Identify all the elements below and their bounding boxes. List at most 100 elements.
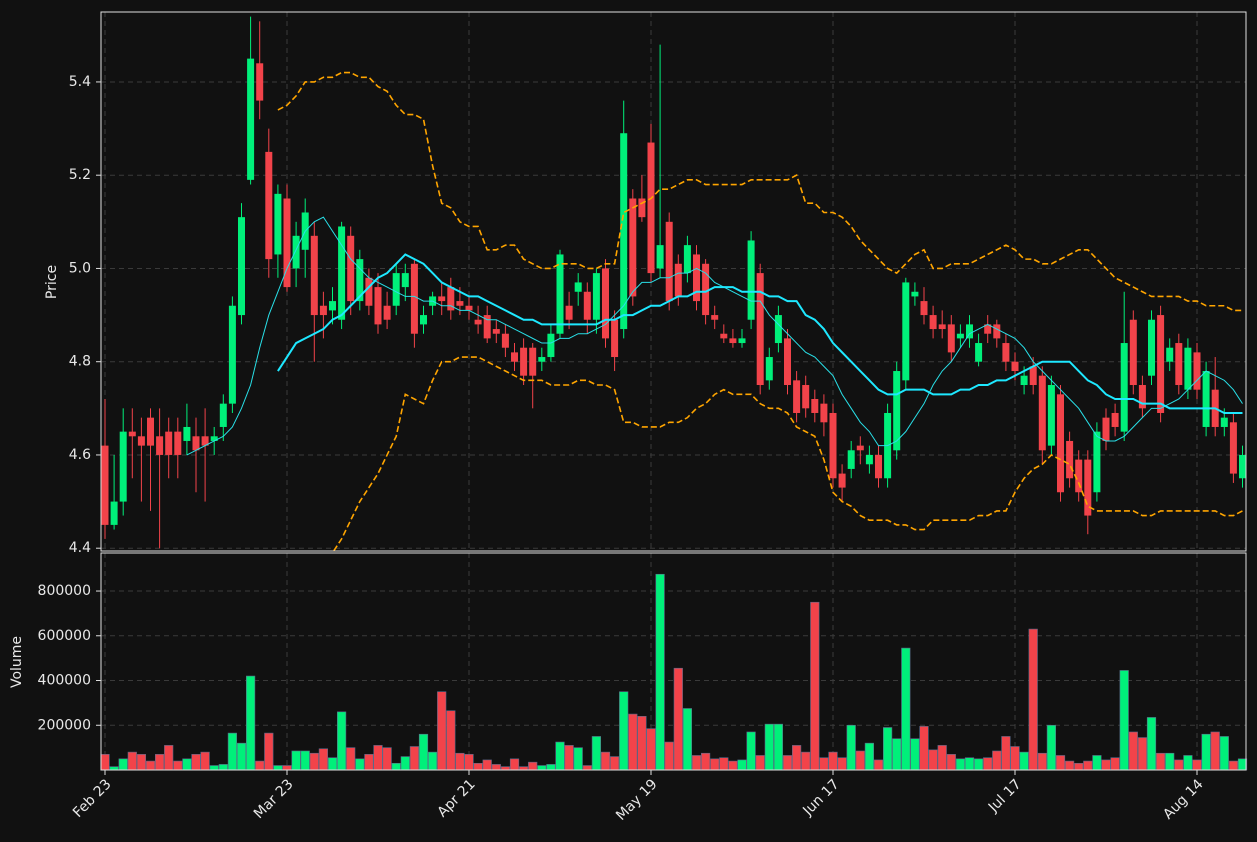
candle-body xyxy=(802,385,810,409)
candle-body xyxy=(511,352,518,362)
candle-body xyxy=(720,333,728,339)
volume-bar xyxy=(1046,724,1056,771)
volume-bar xyxy=(218,764,228,771)
candle-body xyxy=(219,403,227,427)
volume-bar xyxy=(327,757,338,771)
volume-bar xyxy=(782,755,793,771)
candle-body xyxy=(711,315,719,320)
candle-body xyxy=(1239,454,1246,479)
candle-body xyxy=(401,273,409,288)
volume-bar xyxy=(673,667,683,771)
candle-body xyxy=(811,398,819,413)
volume-bar xyxy=(973,758,984,771)
volume-bar xyxy=(1101,759,1111,771)
candle-body xyxy=(984,324,992,334)
candle-body xyxy=(829,412,837,479)
volume-bar xyxy=(746,731,756,771)
volume-bar xyxy=(255,760,265,771)
volume-bar xyxy=(1019,751,1029,771)
volume-bar xyxy=(1128,731,1138,771)
candle-body xyxy=(847,450,855,469)
volume-bar xyxy=(710,758,720,771)
candle-body xyxy=(838,473,846,488)
candle-body xyxy=(492,329,500,334)
candle-body xyxy=(420,315,427,325)
candle-body xyxy=(993,324,1001,339)
candle-body xyxy=(183,426,191,441)
volume-bar xyxy=(446,710,456,771)
volume-bar xyxy=(1083,760,1093,771)
volume-bar xyxy=(719,757,729,771)
volume-bar xyxy=(427,751,438,771)
candle-body xyxy=(447,287,455,311)
volume-bar xyxy=(127,751,137,771)
volume-bar xyxy=(928,749,938,771)
volume-bar xyxy=(209,765,219,771)
volume-bar xyxy=(646,728,656,771)
volume-bar xyxy=(1074,762,1084,771)
candle-body xyxy=(110,501,118,525)
candle-body xyxy=(902,282,910,381)
volume-bar xyxy=(655,573,665,771)
overlay-line xyxy=(186,216,1243,456)
candle-body xyxy=(174,431,182,455)
volume-bar xyxy=(1137,737,1147,771)
volume-bar xyxy=(482,759,492,771)
volume-bar xyxy=(1065,760,1075,771)
candle-body xyxy=(347,235,355,302)
candle-body xyxy=(1202,371,1210,427)
candle-body xyxy=(392,273,400,306)
overlay-line xyxy=(332,356,1243,551)
volume-bar xyxy=(473,762,483,771)
volume-bar xyxy=(418,733,429,771)
candle-body xyxy=(1138,385,1146,409)
volume-bar xyxy=(236,742,247,771)
volume-bar xyxy=(882,727,893,771)
volume-bar xyxy=(682,708,692,771)
volume-bar xyxy=(309,752,319,771)
volume-bar xyxy=(264,732,274,771)
candle-body xyxy=(256,63,264,101)
volume-bar xyxy=(1146,717,1157,771)
candle-body xyxy=(292,235,300,269)
volume-bar xyxy=(582,765,592,771)
candle-body xyxy=(547,333,555,358)
y-axis-label: Price xyxy=(44,265,60,299)
volume-bar xyxy=(164,745,174,771)
candle-body xyxy=(274,193,282,255)
volume-bar xyxy=(637,716,647,771)
volume-bar xyxy=(464,754,474,771)
candle-body xyxy=(765,357,773,381)
volume-bar xyxy=(391,762,401,771)
volume-bar xyxy=(864,742,874,771)
volume-bar xyxy=(819,757,829,771)
volume-bar xyxy=(409,746,420,771)
price-frame xyxy=(100,11,1247,552)
candle-body xyxy=(774,315,782,344)
candle-body xyxy=(683,245,691,274)
volume-bar xyxy=(1001,736,1011,771)
candle-body xyxy=(583,291,591,320)
candle-body xyxy=(265,151,273,260)
candle-body xyxy=(1057,394,1064,493)
candle-body xyxy=(1184,347,1192,390)
volume-bar xyxy=(336,711,347,771)
volume-bar xyxy=(455,752,465,771)
volume-bar xyxy=(964,757,975,771)
y-tick-label: 5.4 xyxy=(69,74,91,90)
candle-body xyxy=(738,338,746,344)
volume-bar xyxy=(346,747,356,771)
candle-body xyxy=(1011,361,1019,372)
candle-body xyxy=(1002,343,1010,362)
y-tick-label: 5.2 xyxy=(69,167,91,183)
candle-body xyxy=(1075,459,1083,493)
volume-bar xyxy=(528,761,538,771)
volume-bar xyxy=(555,741,565,771)
volume-bar xyxy=(700,752,711,771)
candle-body xyxy=(1047,385,1055,446)
candle-body xyxy=(1229,422,1237,474)
candle-body xyxy=(1111,412,1119,427)
volume-bar xyxy=(318,748,329,771)
candle-body xyxy=(674,263,682,297)
